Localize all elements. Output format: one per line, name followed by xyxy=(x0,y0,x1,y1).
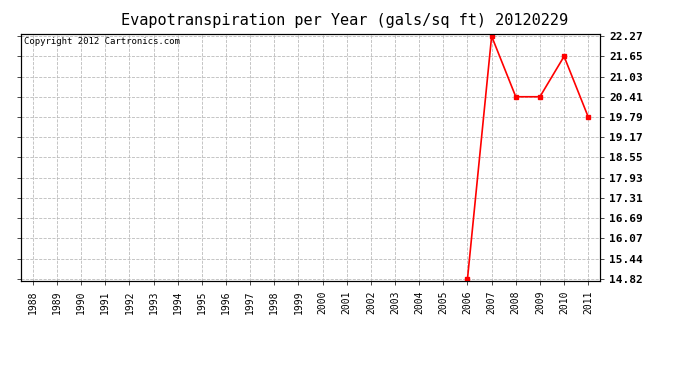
Text: Copyright 2012 Cartronics.com: Copyright 2012 Cartronics.com xyxy=(23,38,179,46)
Text: Evapotranspiration per Year (gals/sq ft) 20120229: Evapotranspiration per Year (gals/sq ft)… xyxy=(121,13,569,28)
